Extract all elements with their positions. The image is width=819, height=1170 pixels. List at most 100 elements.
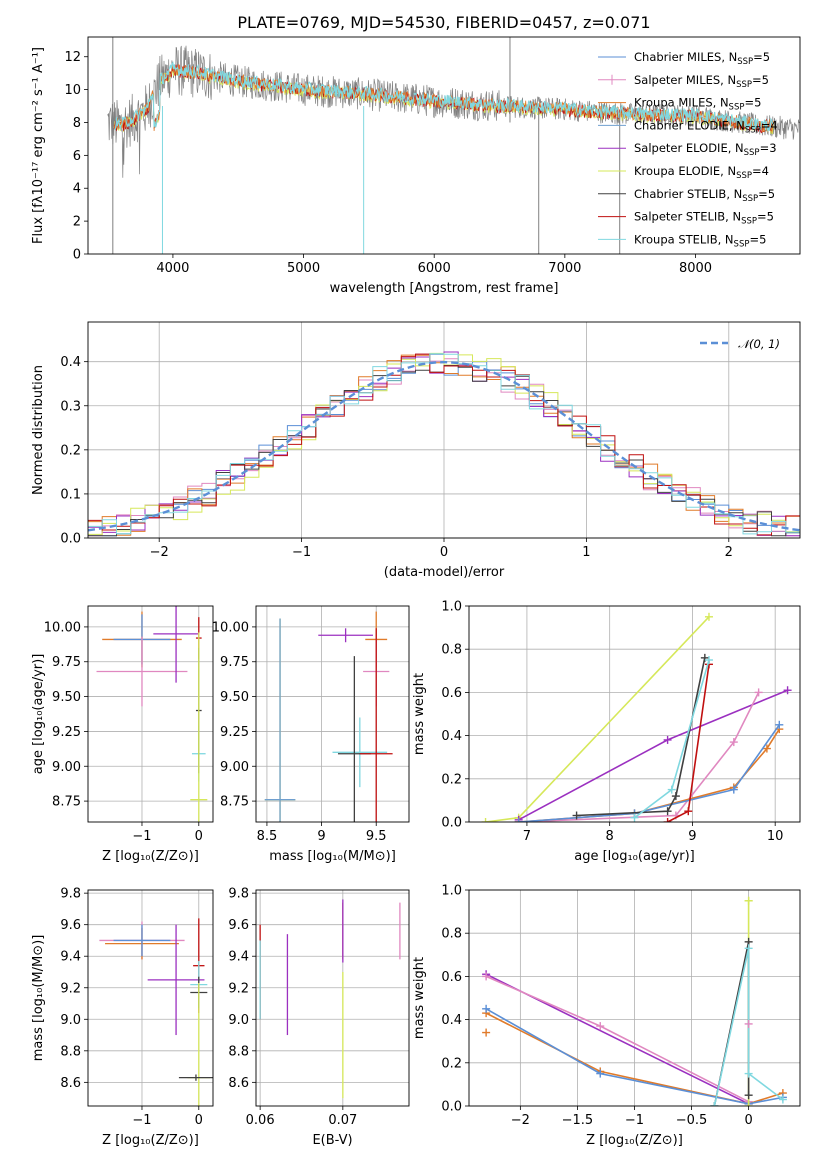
plot-area [99, 918, 213, 1106]
point-marker [744, 1069, 753, 1078]
x-tick-label: −2 [150, 545, 169, 560]
mass-weight-line [485, 1012, 784, 1105]
legend-tail: =3 [760, 141, 777, 155]
y-tick-label: 9.0 [228, 1013, 249, 1028]
grid [256, 890, 409, 1106]
axes-6: −1 0 8.6 8.8 9.0 9.2 9.4 9.6 9.8 Z [log₁₀(Z/Z⊙)] m… [31, 887, 214, 1148]
y-tick-label: 9.75 [220, 655, 249, 670]
y-tick-label: 0.6 [441, 686, 462, 701]
grid [88, 890, 213, 1106]
legend-name: Kroupa ELODIE, N [634, 164, 736, 178]
errorbar [153, 606, 199, 683]
x-axis-label: Z [log₁₀(Z/Z⊙)] [102, 849, 199, 864]
y-tick-label: 9.6 [60, 918, 81, 933]
legend-sub: SSP [736, 171, 752, 181]
errorbar [318, 628, 373, 643]
y-tick-label: 12 [64, 50, 81, 65]
x-tick-label: 0 [744, 1113, 752, 1128]
y-tick-label: 0.4 [441, 729, 462, 744]
point-marker [514, 818, 523, 822]
y-tick-label: 8.8 [228, 1044, 249, 1059]
x-tick-label: 0.07 [328, 1113, 357, 1128]
legend-sub: SSP [734, 239, 750, 249]
point-marker [663, 818, 672, 822]
x-tick-label: −1 [132, 829, 151, 844]
x-tick-label: 5000 [287, 261, 320, 276]
legend-sub: SSP [745, 125, 761, 135]
point-marker [729, 738, 738, 747]
y-axis-label: mass weight [412, 957, 427, 1039]
point-marker [572, 811, 581, 820]
axes-frame [468, 889, 801, 1107]
legend-tail: =5 [753, 50, 770, 64]
x-tick-label: 1 [582, 545, 590, 560]
mass-weight-line [518, 692, 760, 822]
legend-name: Salpeter STELIB, N [634, 210, 741, 224]
point-marker [744, 944, 753, 953]
grid [256, 606, 409, 822]
y-tick-label: 9.0 [60, 1013, 81, 1028]
plot-area [88, 351, 800, 537]
errorbar [359, 628, 393, 822]
grid [88, 606, 213, 822]
legend-sub: SSP [742, 194, 758, 204]
ticks: −2 −1 0 1 2 0.0 0.1 0.2 0.3 0.4 [60, 355, 733, 560]
y-axis-label: mass [log₁₀(M/M⊙)] [31, 935, 46, 1062]
y-tick-label: 9.00 [220, 760, 249, 775]
y-tick-label: 0.2 [441, 772, 462, 787]
x-tick-label: 6000 [418, 261, 451, 276]
y-tick-label: 10 [64, 83, 81, 98]
x-axis-label: age [log₁₀(age/yr)] [574, 849, 695, 864]
axes-2: −2 −1 0 1 2 0.0 0.1 0.2 0.3 0.4 (data-model)/error… [31, 321, 801, 580]
y-tick-label: 0 [73, 248, 81, 263]
residual-histogram [88, 352, 800, 535]
point-marker [481, 818, 490, 822]
x-tick-label: 9 [317, 829, 325, 844]
y-tick-label: 9.50 [220, 690, 249, 705]
axes-frame [87, 36, 801, 255]
y-tick-label: 9.6 [228, 918, 249, 933]
point-marker [671, 792, 680, 801]
mass-weight-line [518, 689, 788, 821]
x-tick-label: 8.5 [257, 829, 278, 844]
x-tick-label: 8 [606, 829, 614, 844]
errorbar [113, 924, 171, 957]
y-tick-label: 0.4 [441, 1013, 462, 1028]
legend-tail: =5 [757, 210, 774, 224]
point-marker [783, 686, 792, 695]
legend-sub: SSP [736, 80, 752, 90]
y-tick-label: 0.1 [60, 487, 81, 502]
point-marker [663, 807, 672, 816]
legend-name: Chabrier STELIB, N [634, 187, 742, 201]
point-marker [710, 1102, 719, 1106]
y-axis-label: Normed distribution [31, 365, 46, 495]
plot-area [259, 899, 401, 1099]
mass-weight-line [485, 616, 710, 822]
chart-title: PLATE=0769, MJD=54530, FIBERID=0457, z=0… [237, 13, 650, 32]
point-marker [630, 813, 639, 822]
legend-name: Salpeter MILES, N [634, 73, 736, 87]
y-tick-label: 8.75 [220, 795, 249, 810]
legend-label: Kroupa MILES, NSSP=5 [634, 96, 761, 113]
x-axis-label: Z [log₁₀(Z/Z⊙)] [102, 1133, 199, 1148]
ticks: −1 0 8.6 8.8 9.0 9.2 9.4 9.6 9.8 [60, 887, 203, 1128]
y-tick-label: 9.4 [60, 950, 81, 965]
y-axis-label: mass weight [412, 673, 427, 755]
axes-8: −2 −1.5 −1 −0.5 0 0.0 0.2 0.4 0.6 0.8 1.0 Z [log₁₀(… [412, 884, 801, 1148]
point-marker [667, 785, 676, 794]
y-tick-label: 9.75 [52, 655, 81, 670]
legend-tail: =5 [749, 232, 766, 246]
legend-label: Salpeter ELODIE, NSSP=3 [634, 141, 777, 158]
point-marker [663, 735, 672, 744]
y-tick-label: 0.4 [60, 355, 81, 370]
plot-area [96, 606, 208, 822]
y-tick-label: 8.6 [60, 1076, 81, 1091]
mass-weight-line [485, 1008, 784, 1105]
y-tick-label: 0.2 [60, 443, 81, 458]
x-axis-label: Z [log₁₀(Z/Z⊙)] [586, 1133, 683, 1148]
x-tick-label: 0.06 [246, 1113, 275, 1128]
y-tick-label: 8.6 [228, 1076, 249, 1091]
model-spectrum [113, 61, 774, 132]
